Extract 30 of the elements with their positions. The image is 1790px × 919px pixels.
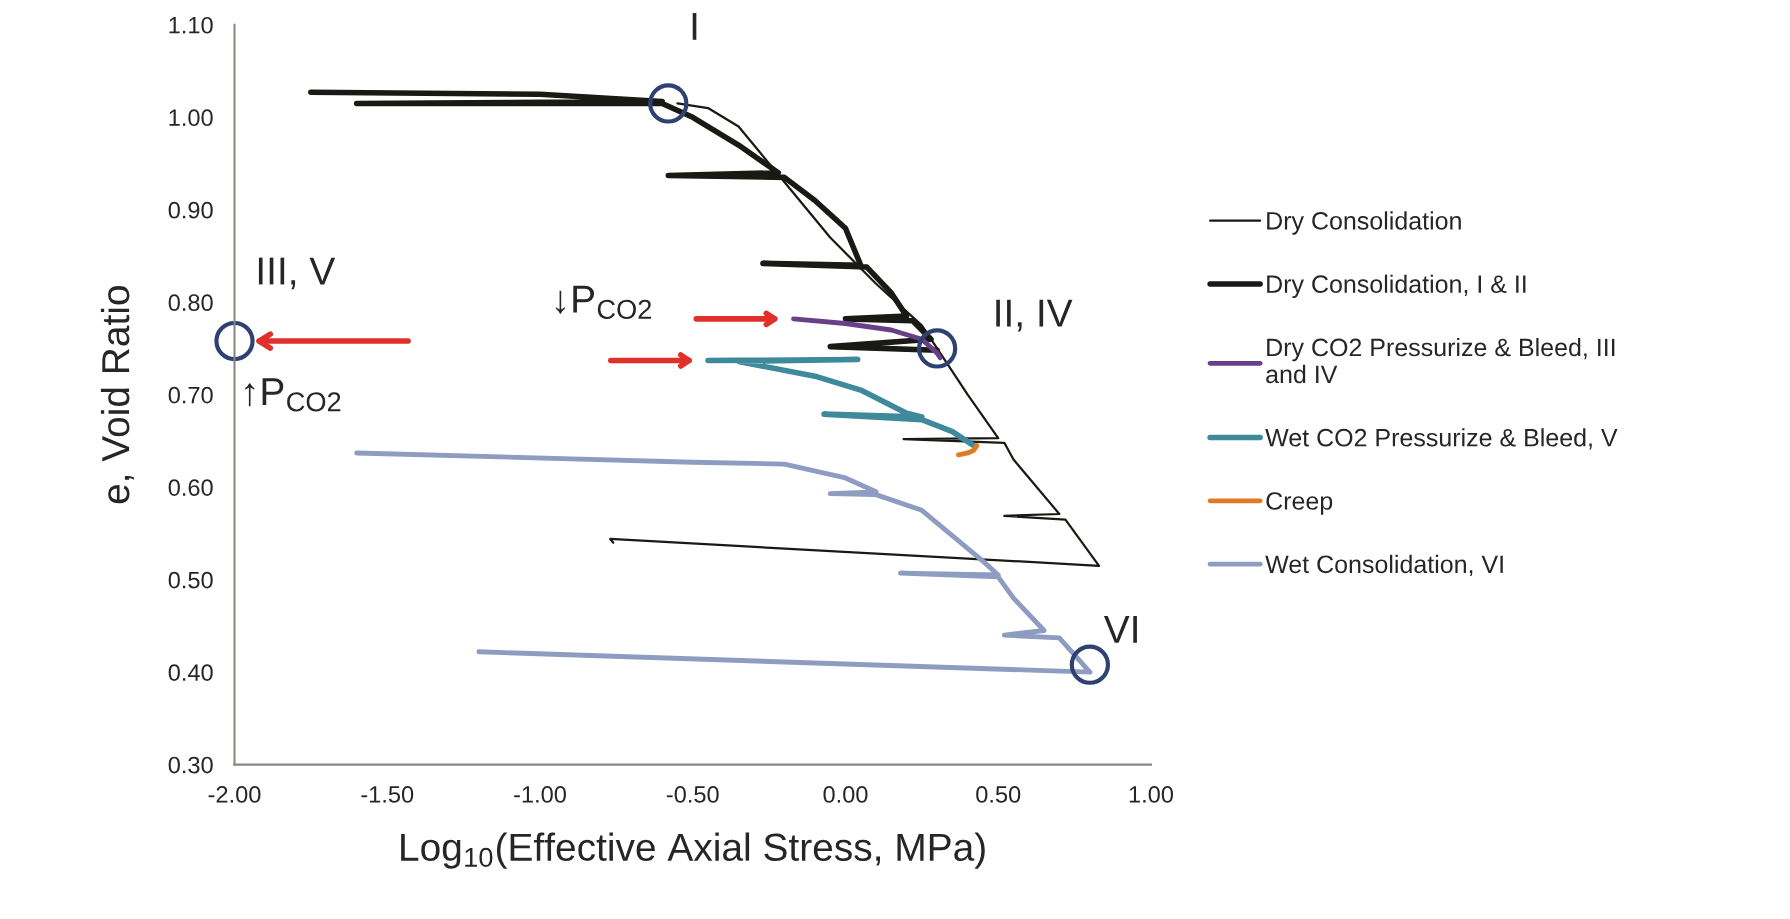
y-tick-label: 0.40 [168, 664, 213, 681]
y-tick-label: 0.50 [168, 571, 213, 589]
y-tick-label: 0.60 [168, 479, 213, 496]
legend-label: Wet Consolidation, VI [1265, 554, 1503, 577]
legend-label: Dry Consolidation [1267, 211, 1461, 235]
legend-label: Dry CO2 Pressurize & Bleed, III and IV [1266, 337, 1615, 384]
annotation: ↑P$_{CO2}$ [245, 378, 341, 412]
annotation: III, V [258, 257, 336, 290]
x-tick-label: -0.50 [666, 786, 719, 803]
y-tick-label: 1.10 [169, 16, 213, 34]
annotation: II, IV [996, 299, 1073, 332]
y-tick-label: 0.80 [168, 294, 213, 312]
legend-label: Dry Consolidation, I & II [1267, 274, 1526, 298]
y-tick-label: 1.00 [169, 109, 213, 127]
annotation: ↓P$_{CO2}$ [555, 285, 652, 320]
x-axis-title: Log$_{10}$(Effective Axial Stress, MPa) [401, 832, 985, 869]
annotation: VI [1103, 616, 1137, 643]
x-tick-label: -2.00 [208, 786, 261, 803]
x-tick-label: 1.00 [1129, 786, 1174, 803]
y-tick-label: 0.90 [168, 201, 213, 219]
legend-label: Wet CO2 Pressurize & Bleed, V [1265, 428, 1618, 450]
y-axis-title: e, Void Ratio [100, 286, 135, 504]
x-tick-label: 0.50 [976, 786, 1021, 803]
x-tick-label: -1.00 [514, 786, 566, 803]
y-tick-label: 0.70 [168, 386, 213, 404]
x-tick-label: -1.50 [361, 786, 414, 803]
y-tick-label: 0.30 [168, 756, 213, 774]
x-tick-label: 0.00 [823, 786, 868, 803]
annotation: I [692, 13, 697, 40]
legend-label: Creep [1266, 492, 1333, 515]
